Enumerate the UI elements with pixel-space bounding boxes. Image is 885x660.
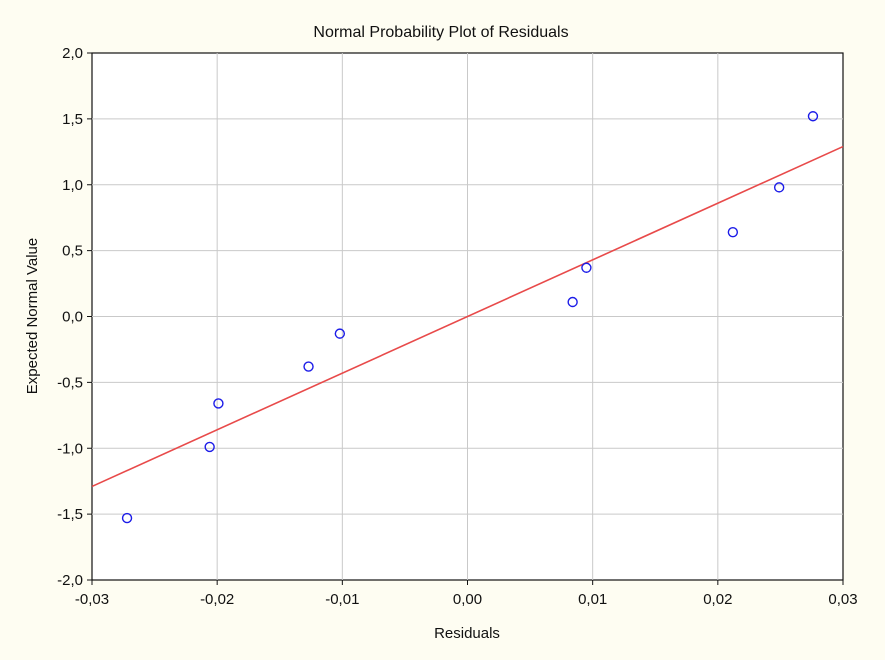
y-tick-label-7: -1,5 <box>57 506 83 523</box>
fit-line <box>91 145 844 488</box>
y-tick-label-6: -1,0 <box>57 440 83 457</box>
x-tick-label-3: 0,00 <box>453 591 482 608</box>
data-point-2 <box>213 398 224 409</box>
data-point-8 <box>773 182 785 193</box>
data-point-1 <box>204 441 215 453</box>
y-tick-label-0: 2,0 <box>62 45 83 62</box>
x-tick-label-0: -0,03 <box>75 591 109 608</box>
data-point-9 <box>807 111 819 122</box>
data-point-5 <box>567 296 578 308</box>
data-point-7 <box>727 226 739 238</box>
data-point-4 <box>334 328 346 339</box>
x-axis-ticks: -0,03 -0,02 -0,01 0,00 0,01 0,02 0,03 <box>75 580 858 608</box>
y-axis-ticks: 2,0 1,5 1,0 0,5 0,0 -0,5 -1,0 -1,5 -2,0 <box>57 45 92 589</box>
x-tick-label-4: 0,01 <box>578 591 607 608</box>
x-axis-label: Residuals <box>434 625 500 642</box>
data-point-3 <box>303 361 314 372</box>
y-tick-label-2: 1,0 <box>62 177 83 194</box>
x-tick-label-6: 0,03 <box>828 591 857 608</box>
x-tick-label-5: 0,02 <box>703 591 732 608</box>
y-tick-label-1: 1,5 <box>62 111 83 128</box>
data-point-0 <box>121 512 133 524</box>
y-axis-label: Expected Normal Value <box>24 238 41 394</box>
y-tick-label-3: 0,5 <box>62 243 83 260</box>
y-tick-label-4: 0,0 <box>62 309 83 326</box>
fit-line-group <box>91 145 844 488</box>
y-tick-label-8: -2,0 <box>57 572 83 589</box>
x-tick-label-1: -0,02 <box>200 591 234 608</box>
y-tick-label-5: -0,5 <box>57 374 83 391</box>
data-points <box>121 111 819 524</box>
data-point-6 <box>581 262 592 273</box>
chart-title: Normal Probability Plot of Residuals <box>313 24 568 41</box>
x-tick-label-2: -0,01 <box>325 591 359 608</box>
